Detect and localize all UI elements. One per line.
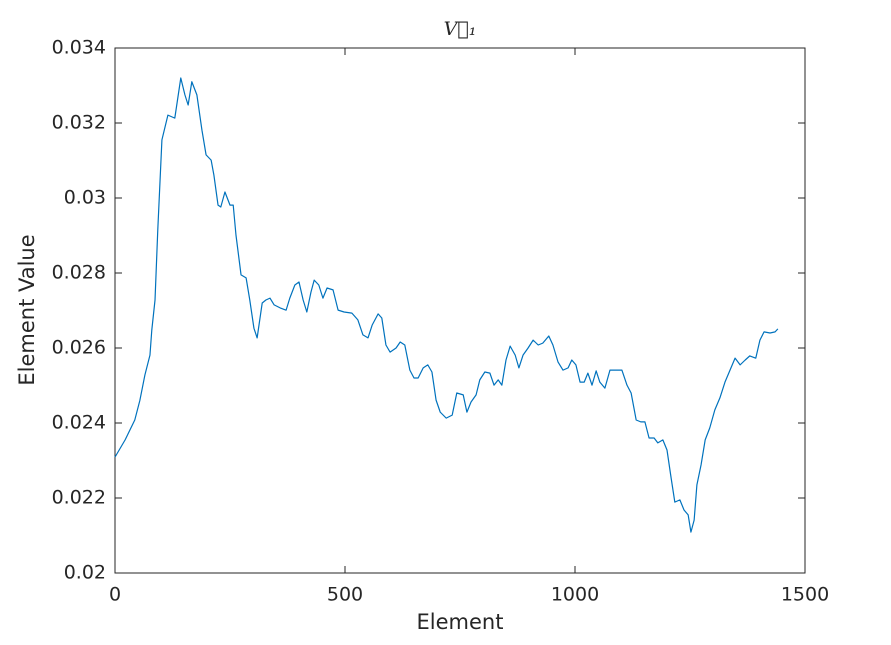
x-tick-label: 1500 [781,584,829,606]
y-axis-label: Element Value [15,234,39,385]
x-axis-label: Element [417,610,504,634]
x-tick-label: 500 [327,584,363,606]
y-tick-label: 0.032 [52,112,106,134]
y-tick-label: 0.03 [64,187,106,209]
y-tick-label: 0.024 [52,412,106,434]
x-tick-label: 0 [109,584,121,606]
axes-box [114,47,806,574]
y-tick-label: 0.028 [52,262,106,284]
data-line [114,77,779,533]
chart-title: V⃗₁ [444,18,477,40]
y-tick-label: 0.02 [64,562,106,584]
y-tick-label: 0.034 [52,37,106,59]
x-tick-label: 1000 [551,584,599,606]
y-tick-label: 0.022 [52,487,106,509]
y-tick-label: 0.026 [52,337,106,359]
